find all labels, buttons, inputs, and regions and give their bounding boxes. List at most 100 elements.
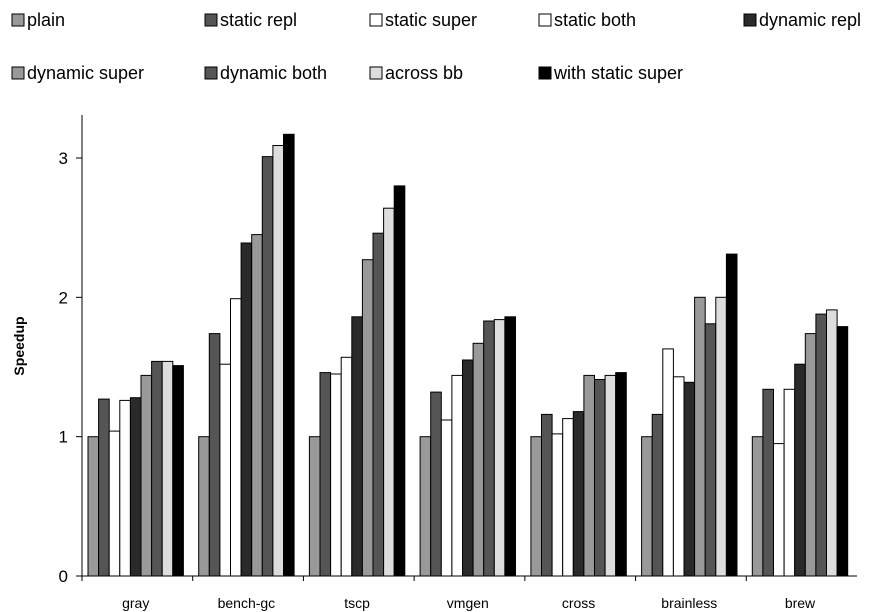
legend-item-static-both: static both — [538, 10, 636, 30]
legend-item-dynamic-super: dynamic super — [11, 63, 144, 83]
legend-swatch — [369, 13, 383, 27]
legend-label: with static super — [553, 63, 683, 83]
bar-cross-dynamic-repl — [572, 411, 585, 577]
bar-brew-static-repl — [762, 388, 775, 577]
bar-cross-dynamic-super — [583, 374, 596, 577]
bar-gray-plain — [87, 436, 100, 577]
y-axis: 0 1 2 3 — [59, 149, 82, 586]
bar-brainless-static-both — [672, 376, 685, 577]
legend-swatch — [204, 13, 218, 27]
bar-brew-dynamic-both — [815, 313, 828, 577]
y-tick-label: 2 — [59, 288, 68, 307]
legend-label: static repl — [220, 10, 297, 30]
bar-cross-dynamic-both — [594, 379, 606, 577]
bar-gray-static-both — [119, 399, 131, 577]
bar-bench-gc-plain — [198, 436, 210, 577]
legend-item-dynamic-repl: dynamic repl — [743, 10, 861, 30]
bar-brainless-plain — [641, 436, 653, 577]
bar-gray-across-bb — [161, 360, 174, 577]
bar-cross-static-repl — [541, 413, 553, 577]
bar-brew-static-both — [783, 388, 796, 577]
bar-bench-gc-dynamic-super — [251, 234, 263, 577]
bar-gray-static-repl — [98, 398, 110, 577]
x-category-label: tscp — [344, 595, 370, 611]
x-category-label: vmgen — [447, 595, 489, 611]
legend-swatch — [743, 13, 757, 27]
bar-bench-gc-dynamic-both — [261, 156, 274, 577]
bar-vmgen-static-super — [440, 419, 453, 577]
bar-tscp-dynamic-repl — [351, 316, 363, 577]
legend-label: across bb — [385, 63, 463, 83]
legend-label: static both — [554, 10, 636, 30]
bar-cross-plain — [530, 436, 543, 577]
legend-item-across-bb: across bb — [369, 63, 463, 83]
bar-gray-static-super — [108, 430, 121, 577]
legend-label: dynamic super — [27, 63, 144, 83]
bar-cross-static-super — [551, 433, 564, 577]
bar-tscp-static-super — [330, 373, 342, 577]
bar-bench-gc-static-repl — [208, 333, 221, 577]
x-category-label: bench-gc — [218, 595, 276, 611]
x-category-label: brainless — [661, 595, 717, 611]
bar-vmgen-across-bb — [493, 319, 506, 577]
bar-gray-dynamic-super — [140, 374, 153, 577]
bar-vmgen-static-both — [451, 374, 463, 577]
bar-brew-across-bb — [826, 309, 838, 577]
bar-brainless-static-super — [662, 348, 674, 577]
bar-cross-with-static-super — [615, 372, 627, 577]
legend-swatch — [11, 13, 25, 27]
bar-brainless-across-bb — [715, 296, 727, 577]
bar-vmgen-plain — [419, 436, 432, 577]
legend: plain static repl static super static both d… — [11, 10, 861, 83]
bar-brew-plain — [751, 436, 764, 577]
bar-vmgen-with-static-super — [504, 316, 516, 577]
bar-vmgen-static-repl — [430, 391, 442, 577]
bar-gray-dynamic-both — [151, 360, 163, 577]
y-tick-label: 1 — [59, 428, 68, 447]
bar-cross-across-bb — [604, 374, 617, 577]
bar-tscp-with-static-super — [393, 185, 406, 577]
bar-brainless-dynamic-super — [694, 296, 706, 577]
legend-item-plain: plain — [11, 10, 65, 30]
bar-bench-gc-static-super — [219, 363, 231, 577]
x-category-label: brew — [785, 595, 816, 611]
bar-bench-gc-across-bb — [272, 145, 284, 577]
y-tick-label: 0 — [59, 567, 68, 586]
bar-bench-gc-with-static-super — [283, 133, 295, 577]
bar-tscp-static-both — [340, 356, 353, 577]
bar-brainless-dynamic-both — [704, 323, 717, 577]
x-axis: gray bench-gc tscp vmgen cross brainless brew — [81, 576, 816, 611]
bar-tscp-plain — [308, 436, 321, 577]
bar-bench-gc-dynamic-repl — [240, 242, 253, 577]
bar-tscp-dynamic-both — [372, 232, 385, 577]
legend-swatch — [538, 13, 552, 27]
legend-item-static-super: static super — [369, 10, 477, 30]
bar-brainless-dynamic-repl — [683, 381, 696, 577]
bar-tscp-dynamic-super — [361, 259, 374, 577]
bar-cross-static-both — [562, 418, 574, 577]
legend-swatch — [369, 66, 383, 80]
bar-brew-dynamic-repl — [794, 363, 806, 577]
legend-item-with-static-super: with static super — [538, 63, 683, 83]
bars — [87, 133, 849, 577]
legend-label: plain — [27, 10, 65, 30]
bar-brainless-with-static-super — [725, 253, 738, 577]
bar-brainless-static-repl — [651, 413, 664, 577]
y-axis-label: Speedup — [11, 316, 27, 375]
legend-label: dynamic repl — [759, 10, 861, 30]
legend-swatch — [11, 66, 25, 80]
bar-brew-static-super — [773, 443, 785, 577]
legend-swatch — [204, 66, 218, 80]
bar-gray-with-static-super — [172, 365, 184, 577]
bar-vmgen-dynamic-super — [472, 342, 485, 577]
bar-tscp-across-bb — [383, 207, 395, 577]
bar-bench-gc-static-both — [230, 298, 242, 577]
legend-swatch — [538, 66, 552, 80]
x-category-label: cross — [562, 595, 595, 611]
y-tick-label: 3 — [59, 149, 68, 168]
bar-brew-dynamic-super — [804, 333, 817, 577]
legend-item-dynamic-both: dynamic both — [204, 63, 327, 83]
legend-label: static super — [385, 10, 477, 30]
legend-item-static-repl: static repl — [204, 10, 297, 30]
